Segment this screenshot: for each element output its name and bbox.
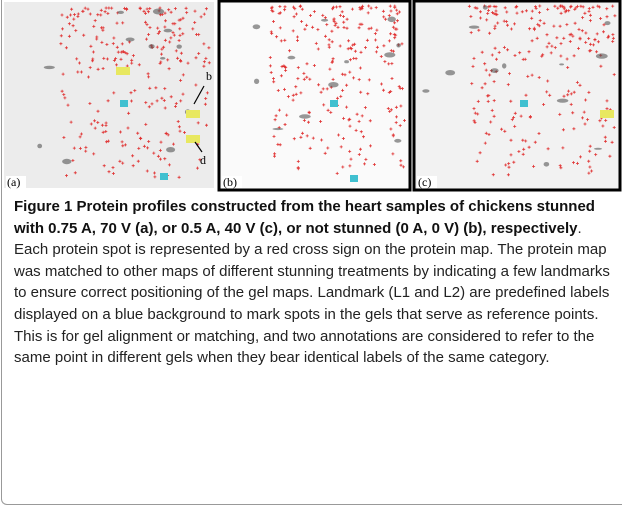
gel-panels: b d (a) (b) (c) — [0, 0, 622, 192]
caption: Figure 1 Protein profiles constructed fr… — [14, 196, 616, 369]
gel-blot — [166, 147, 175, 152]
annotation: d — [200, 153, 206, 167]
gel-blot — [117, 11, 124, 14]
gel-blot — [254, 79, 259, 84]
gel-blot — [164, 29, 173, 33]
landmark-blue — [160, 173, 168, 180]
gel-blot — [177, 45, 182, 49]
gel-blot — [44, 66, 55, 69]
gel-blot — [384, 52, 395, 57]
gel-blot — [544, 162, 550, 167]
gel-blot — [445, 70, 455, 75]
gel-blot — [483, 5, 488, 9]
gel-blot — [502, 63, 506, 68]
gel-blot — [596, 53, 608, 58]
gel-blot — [153, 9, 164, 15]
landmark — [116, 67, 130, 75]
gel-blot — [344, 60, 349, 63]
gel-blot — [469, 26, 480, 29]
panel-label: (a) — [7, 175, 20, 189]
gel-blot — [422, 89, 429, 92]
gel-blot — [37, 144, 42, 149]
gel-blot — [321, 19, 328, 22]
landmark-blue — [520, 100, 528, 107]
page: b d (a) (b) (c) Figure 1 Protein profile… — [0, 0, 622, 507]
gel-a — [4, 2, 214, 188]
gel-blot — [288, 56, 296, 60]
gel-blot — [388, 17, 396, 23]
gel-blot — [160, 57, 165, 60]
gel-blot — [253, 24, 261, 29]
landmark — [186, 110, 200, 118]
gel-blot — [272, 128, 283, 130]
caption-text: . Each protein spot is represented by a … — [14, 220, 610, 367]
gel-blot — [328, 82, 338, 87]
gel-blot — [299, 114, 311, 118]
panel-label: (b) — [223, 175, 237, 189]
annotation: b — [206, 69, 212, 83]
landmark — [186, 135, 200, 143]
panel-label: (c) — [418, 175, 431, 189]
gel-blot — [557, 99, 569, 103]
landmark — [600, 110, 614, 118]
gel-blot — [396, 43, 401, 47]
landmark-blue — [330, 100, 338, 107]
gel-blot — [559, 63, 564, 65]
gel-blot — [594, 148, 602, 150]
landmark-blue — [350, 175, 358, 182]
caption-title: Figure 1 Protein profiles constructed fr… — [14, 198, 595, 237]
gel-blot — [126, 38, 135, 42]
landmark-blue — [120, 100, 128, 107]
gel-blot — [149, 44, 155, 49]
gel-blot — [62, 159, 71, 164]
gel-blot — [491, 68, 499, 73]
gel-blot — [394, 139, 401, 143]
gel-b — [219, 1, 410, 190]
gel-blot — [605, 21, 611, 25]
